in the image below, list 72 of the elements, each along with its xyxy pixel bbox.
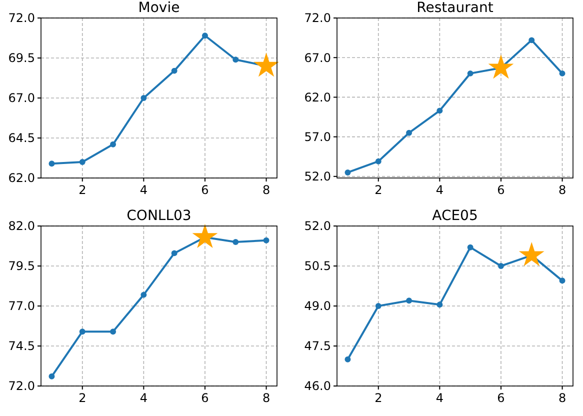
point — [375, 158, 382, 164]
y-tick-label: 72.0 — [8, 379, 35, 394]
y-tick-label: 62.0 — [304, 90, 331, 104]
point — [498, 263, 504, 269]
point — [254, 52, 279, 77]
x-tick-label: 4 — [436, 183, 444, 197]
point — [140, 292, 147, 298]
y-tick-label: 64.5 — [8, 131, 35, 146]
point — [467, 70, 474, 76]
chart-title: Restaurant — [416, 0, 494, 16]
x-tick-label: 4 — [140, 183, 148, 197]
y-tick-label: 67.0 — [8, 91, 35, 106]
point — [406, 130, 412, 136]
chart-title: Movie — [138, 0, 180, 16]
point — [232, 239, 239, 245]
x-tick-label: 4 — [436, 391, 444, 405]
point — [232, 56, 239, 63]
y-tick-label: 82.0 — [8, 219, 35, 234]
point — [140, 95, 147, 101]
point — [48, 160, 55, 167]
x-tick-label: 8 — [558, 391, 566, 405]
point — [202, 32, 208, 39]
y-tick-label: 72.0 — [304, 11, 331, 26]
point — [192, 224, 218, 248]
x-tick-label: 2 — [78, 183, 86, 197]
chart-title: CONLL03 — [126, 208, 192, 224]
y-tick-label: 52.0 — [304, 219, 331, 234]
x-tick-label: 8 — [262, 391, 270, 405]
x-tick-label: 8 — [558, 183, 566, 197]
point — [48, 373, 55, 380]
point — [344, 169, 351, 176]
point — [518, 242, 544, 266]
point — [79, 328, 86, 335]
x-tick-label: 6 — [201, 391, 209, 405]
x-tick-label: 8 — [262, 183, 270, 197]
point — [436, 302, 443, 308]
chart-title: ACE05 — [432, 208, 478, 224]
point — [488, 54, 514, 79]
point — [528, 37, 535, 44]
y-tick-label: 69.5 — [8, 51, 35, 66]
x-tick-label: 2 — [374, 391, 382, 405]
point — [467, 244, 474, 250]
y-tick-label: 72.0 — [8, 11, 35, 26]
point — [375, 303, 382, 309]
x-tick-label: 6 — [201, 183, 209, 197]
x-tick-label: 6 — [497, 391, 505, 405]
point — [406, 298, 412, 304]
point — [344, 356, 351, 362]
y-tick-label: 74.5 — [8, 339, 35, 354]
x-tick-label: 2 — [374, 183, 382, 197]
y-tick-label: 49.0 — [304, 299, 331, 314]
x-tick-label: 4 — [140, 391, 148, 405]
point — [110, 141, 116, 148]
y-tick-label: 77.0 — [8, 299, 35, 314]
y-tick-label: 50.5 — [304, 259, 331, 274]
y-tick-label: 57.0 — [304, 130, 331, 144]
point — [171, 68, 178, 74]
y-tick-label: 62.0 — [8, 171, 35, 186]
point — [263, 237, 270, 244]
y-tick-label: 47.5 — [304, 339, 331, 354]
y-tick-label: 52.0 — [304, 170, 331, 184]
point — [436, 108, 443, 114]
point — [110, 328, 116, 335]
point — [559, 278, 566, 284]
point — [79, 159, 86, 165]
y-tick-label: 79.5 — [8, 259, 35, 274]
x-tick-label: 6 — [497, 183, 505, 197]
point — [559, 70, 566, 76]
y-tick-label: 67.0 — [304, 50, 331, 65]
x-tick-label: 2 — [78, 391, 86, 405]
point — [171, 250, 178, 256]
y-tick-label: 46.0 — [304, 379, 331, 394]
